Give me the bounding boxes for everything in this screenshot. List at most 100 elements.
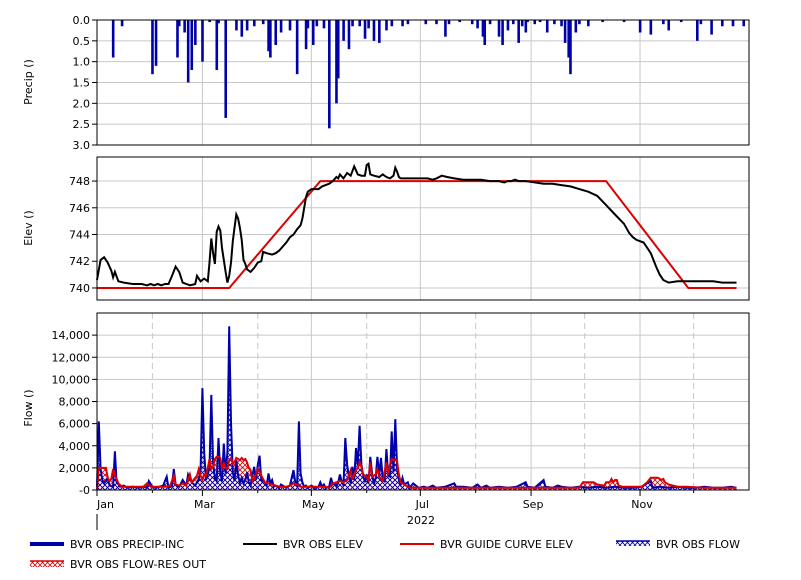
legend-swatch-flow-res-out — [30, 561, 64, 567]
precip-bar-26 — [304, 20, 308, 50]
precip-bar-14 — [224, 20, 228, 118]
precip-bar-65 — [538, 20, 542, 23]
flow-ytick-label-7: 14,000 — [52, 329, 91, 342]
flow-ytick-label-0: -0 — [79, 484, 90, 497]
precip-bar-52 — [476, 20, 479, 29]
precip-bar-61 — [520, 20, 524, 27]
precip-ytick-label-1: 0.5 — [73, 35, 91, 48]
precip-ytick-label-0: 0.0 — [73, 14, 91, 27]
flow-ytick-label-2: 4,000 — [59, 440, 91, 453]
legend-item-precip: BVR OBS PRECIP-INC — [30, 538, 184, 551]
precip-bar-45 — [406, 20, 410, 25]
precip-bar-15 — [235, 20, 238, 31]
precip-bar-0 — [111, 20, 115, 58]
precip-bar-2 — [151, 20, 154, 75]
legend-item-obs-elev: BVR OBS ELEV — [243, 538, 363, 551]
precip-bar-39 — [367, 20, 370, 29]
elev-panel: 740 742 744 746 748 Elev () — [22, 156, 750, 301]
precip-bar-79 — [662, 20, 665, 25]
elev-ytick-label-4: 748 — [69, 175, 90, 188]
precip-ytick-label-6: 3.0 — [73, 139, 91, 152]
precip-bar-71 — [569, 20, 572, 75]
precip-bar-7 — [186, 20, 190, 83]
x-tick-label-0: Jan — [96, 498, 114, 511]
precip-bar-78 — [649, 20, 653, 35]
legend-label-precip: BVR OBS PRECIP-INC — [70, 538, 184, 551]
precip-y-ticks: 0.0 0.5 1.0 1.5 2.0 2.5 3.0 — [73, 14, 97, 152]
elev-ytick-label-2: 744 — [69, 229, 90, 242]
flow-gridlines — [97, 313, 749, 491]
x-tick-label-3: Jul — [415, 498, 429, 511]
precip-bar-56 — [497, 20, 501, 37]
legend-label-guide-curve: BVR GUIDE CURVE ELEV — [440, 538, 573, 551]
precip-bar-82 — [695, 20, 699, 41]
precip-bar-23 — [279, 20, 283, 33]
precip-bar-53 — [481, 20, 485, 37]
precip-bar-49 — [447, 20, 451, 25]
precip-bar-6 — [183, 20, 186, 33]
precip-bar-43 — [390, 20, 394, 27]
x-axis-year-label: 2022 — [407, 514, 435, 527]
x-tick-label-2: May — [302, 498, 325, 511]
legend-label-obs-flow: BVR OBS FLOW — [656, 538, 740, 551]
precip-ytick-label-5: 2.5 — [73, 118, 91, 131]
legend-swatch-obs-flow — [616, 541, 650, 546]
precip-bar-76 — [622, 20, 626, 23]
precip-bar-70 — [567, 20, 570, 58]
flow-res-out-line — [96, 455, 737, 491]
precip-bar-20 — [267, 20, 270, 52]
precip-bar-38 — [363, 20, 367, 39]
precip-bar-69 — [563, 20, 567, 43]
flow-ytick-label-1: 2,000 — [59, 462, 91, 475]
flow-y-ticks: -0 2,000 4,000 6,000 8,000 10,000 12,000 14,000 — [52, 329, 97, 497]
precip-bar-47 — [435, 20, 438, 25]
legend-item-flow-res-out: BVR OBS FLOW-RES OUT — [30, 558, 206, 571]
precip-bar-30 — [322, 20, 326, 29]
precip-bar-12 — [215, 20, 219, 70]
precip-bar-32 — [335, 20, 338, 104]
x-tick-label-5: Nov — [631, 498, 653, 511]
flow-panel: -0 2,000 4,000 6,000 8,000 10,000 12,000 14,000… — [22, 312, 750, 497]
elev-ytick-label-1: 742 — [69, 255, 90, 268]
precip-bar-68 — [560, 20, 563, 27]
precip-bar-83 — [699, 20, 703, 25]
precip-bar-35 — [347, 20, 351, 50]
legend-label-flow-res-out: BVR OBS FLOW-RES OUT — [70, 558, 206, 571]
precip-bar-60 — [517, 20, 520, 43]
precip-bar-74 — [587, 20, 590, 27]
precip-bar-63 — [526, 20, 529, 23]
precip-bar-66 — [545, 20, 549, 33]
precip-bar-75 — [601, 20, 604, 23]
precip-bar-40 — [372, 20, 376, 41]
precip-bar-42 — [385, 20, 388, 31]
precip-bar-55 — [488, 20, 492, 25]
precip-bar-21 — [269, 20, 272, 58]
precip-bar-62 — [524, 20, 528, 33]
elev-ytick-label-0: 740 — [69, 282, 90, 295]
precip-bar-86 — [731, 20, 735, 27]
elev-y-axis-label: Elev () — [22, 210, 35, 245]
precip-bar-3 — [154, 20, 158, 66]
precip-bar-81 — [679, 20, 683, 23]
precip-bar-54 — [483, 20, 487, 45]
precip-bar-85 — [721, 20, 724, 27]
x-tick-label-1: Mar — [194, 498, 215, 511]
precip-bar-36 — [351, 20, 354, 27]
precip-bar-31 — [328, 20, 331, 129]
obs-elev-line — [96, 161, 737, 287]
precip-bar-4 — [176, 20, 179, 58]
legend-item-obs-flow: BVR OBS FLOW — [616, 538, 740, 551]
precip-bar-5 — [177, 20, 181, 27]
flow-y-axis-label: Flow () — [22, 389, 35, 426]
precip-bar-33 — [336, 20, 340, 79]
precip-bar-64 — [533, 20, 537, 25]
precip-ytick-label-3: 1.5 — [73, 77, 91, 90]
x-axis: Jan Mar May Jul Sep Nov — [96, 490, 695, 511]
precip-bars — [111, 20, 746, 129]
precip-bar-48 — [444, 20, 447, 37]
elev-ytick-label-3: 746 — [69, 202, 90, 215]
precip-bar-84 — [710, 20, 713, 35]
precip-bar-50 — [458, 20, 462, 23]
precip-bar-17 — [245, 20, 249, 31]
